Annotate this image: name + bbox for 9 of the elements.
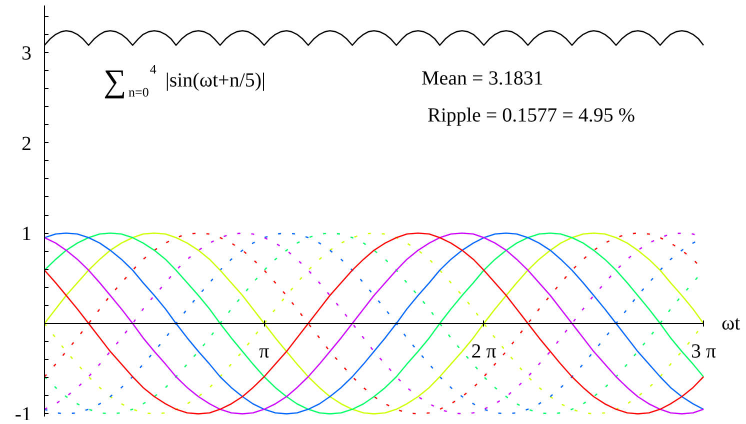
y-tick-label: 2	[22, 132, 32, 155]
x-tick-label: π	[259, 340, 270, 362]
x-tick-label: 2 π	[471, 340, 496, 362]
x-tick-label: 3 π	[690, 340, 716, 362]
annotation: Ripple = 0.1577 = 4.95 %	[428, 104, 636, 126]
annotation: Mean = 3.1831	[422, 68, 544, 90]
y-tick-label: 3	[22, 42, 32, 64]
x-axis-title: ωt	[722, 312, 741, 334]
y-tick-label: 1	[22, 223, 32, 246]
